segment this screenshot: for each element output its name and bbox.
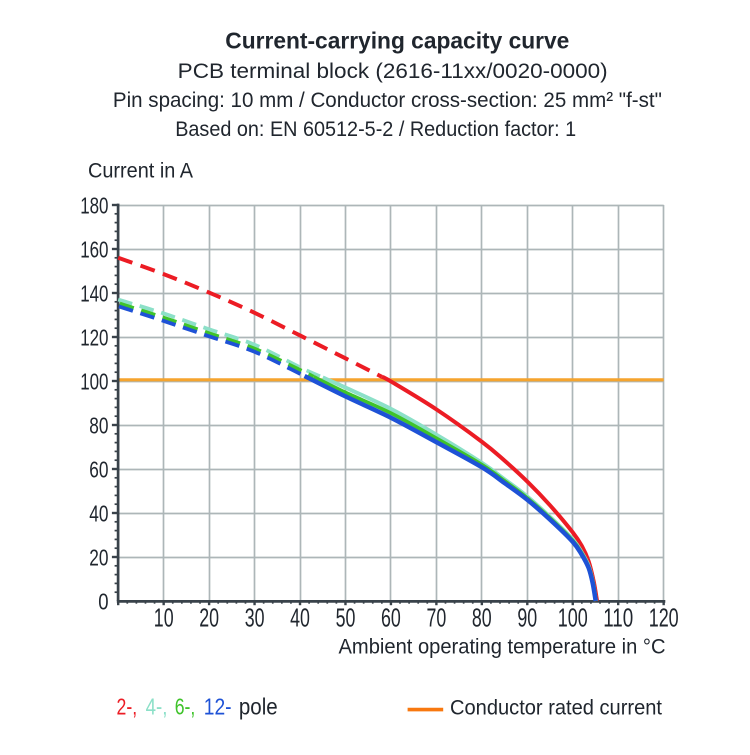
svg-text:160: 160 (80, 237, 108, 263)
svg-text:Current-carrying capacity curv: Current-carrying capacity curve (225, 28, 569, 54)
svg-text:Ambient operating temperature: Ambient operating temperature in °C (339, 636, 666, 659)
svg-text:0: 0 (98, 589, 108, 615)
svg-text:Pin spacing: 10 mm / Conductor: Pin spacing: 10 mm / Conductor cross-sec… (113, 88, 662, 112)
svg-text:80: 80 (472, 603, 492, 633)
svg-text:20: 20 (199, 603, 219, 633)
svg-text:PCB terminal block (2616-11xx/: PCB terminal block (2616-11xx/0020-0000) (178, 59, 608, 83)
svg-text:4-,: 4-, (146, 694, 168, 720)
svg-text:40: 40 (290, 603, 310, 633)
svg-text:30: 30 (245, 603, 265, 633)
svg-text:60: 60 (89, 457, 108, 483)
svg-text:100: 100 (558, 603, 588, 633)
svg-text:Based on: EN 60512-5-2 / Reduc: Based on: EN 60512-5-2 / Reduction facto… (175, 117, 576, 141)
svg-text:2-,: 2-, (117, 694, 138, 720)
svg-text:Conductor rated current: Conductor rated current (450, 696, 662, 720)
svg-text:120: 120 (80, 325, 108, 351)
svg-text:6-,: 6-, (175, 694, 196, 720)
svg-text:20: 20 (89, 545, 108, 571)
svg-text:60: 60 (381, 603, 401, 633)
svg-text:40: 40 (89, 501, 108, 527)
svg-text:12-: 12- (204, 694, 232, 720)
svg-text:70: 70 (427, 603, 447, 633)
svg-text:50: 50 (336, 603, 356, 633)
svg-text:90: 90 (517, 603, 537, 633)
svg-text:120: 120 (649, 603, 679, 633)
svg-text:180: 180 (80, 193, 108, 219)
svg-text:80: 80 (89, 413, 108, 439)
svg-text:110: 110 (603, 603, 633, 633)
svg-text:pole: pole (239, 694, 278, 720)
svg-text:100: 100 (80, 369, 108, 395)
svg-text:140: 140 (80, 281, 108, 307)
svg-text:10: 10 (154, 603, 174, 633)
svg-text:Current in A: Current in A (88, 160, 193, 183)
